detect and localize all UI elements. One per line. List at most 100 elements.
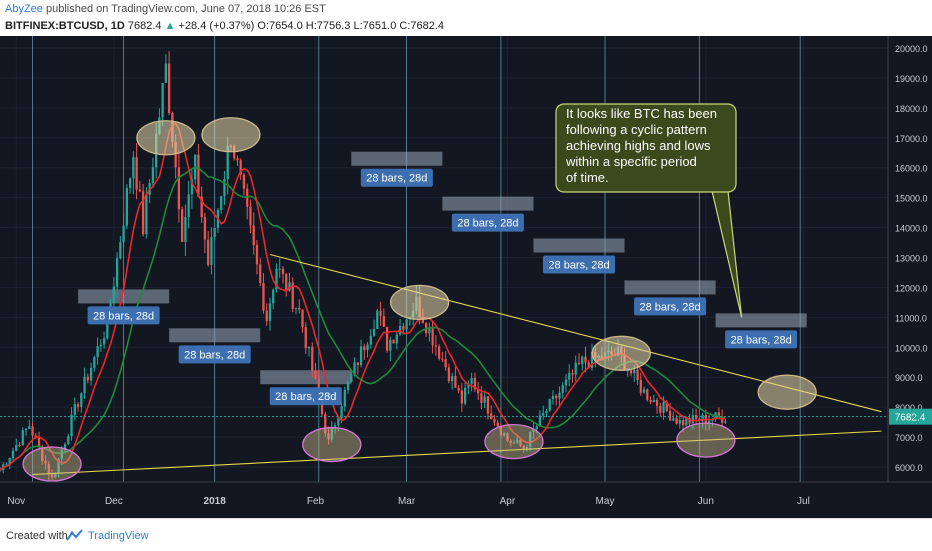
range-box <box>533 238 625 253</box>
callout-text-line: achieving highs and lows <box>566 138 711 153</box>
candle-body <box>659 405 662 413</box>
range-label: 28 bars, 28d <box>366 173 427 185</box>
candle-body <box>106 313 109 339</box>
candle-body <box>675 418 678 424</box>
candle-body <box>304 327 307 349</box>
callout-text: It looks like BTC has been following a cy… <box>565 106 717 185</box>
y-tick-label: 8000.0 <box>895 403 923 413</box>
candle-body <box>529 431 532 447</box>
candle-body <box>584 356 587 363</box>
range-label: 28 bars, 28d <box>639 301 700 313</box>
candle-body <box>509 440 512 444</box>
candle-body <box>470 378 473 384</box>
candle-body <box>464 387 467 404</box>
cycle-high-ellipse <box>757 374 817 410</box>
candle-body <box>512 442 516 444</box>
last-price-tag: 7682.4 <box>889 408 932 425</box>
candle-body <box>60 449 63 459</box>
candle-body <box>636 369 639 380</box>
callout-text-line: of time. <box>566 170 609 185</box>
y-tick-label: 12000.0 <box>895 283 928 293</box>
candle-body <box>99 344 102 347</box>
candle-body <box>405 319 408 330</box>
candle-body <box>561 385 564 393</box>
candle-body <box>668 411 672 421</box>
price-chart[interactable]: 28 bars, 28d 28 bars, 28d 28 bars, 28d 28 b… <box>0 36 932 518</box>
candle-body <box>320 397 324 415</box>
candle-body <box>5 464 8 466</box>
candle-body <box>665 401 668 412</box>
candle-body <box>395 334 398 344</box>
candle-body <box>655 399 659 406</box>
tradingview-logo-icon[interactable] <box>66 528 84 542</box>
candle-body <box>542 413 545 416</box>
candle-body <box>532 429 535 432</box>
candle-body <box>285 274 288 291</box>
price-axis[interactable] <box>888 36 932 482</box>
candle-body <box>340 406 343 419</box>
candle-body <box>37 437 41 447</box>
candle-body <box>50 474 54 478</box>
range-box <box>351 151 443 166</box>
candle-body <box>428 328 431 334</box>
candle-body <box>652 399 655 403</box>
candle-body <box>83 376 86 394</box>
candle-body <box>467 383 470 388</box>
candle-body <box>454 375 457 388</box>
candle-body <box>359 346 363 366</box>
candle-body <box>223 179 226 197</box>
candle-body <box>44 460 47 464</box>
candle-body <box>545 410 548 414</box>
candle-body <box>187 194 190 218</box>
candle-body <box>590 351 594 368</box>
range-label-bg <box>178 345 251 364</box>
candle-body <box>496 422 499 427</box>
up-arrow-icon: ▲ <box>164 20 176 32</box>
candle-body <box>506 433 509 441</box>
candle-body <box>642 389 646 393</box>
range-label: 28 bars, 28d <box>275 391 336 403</box>
candle-body <box>662 401 665 413</box>
candle-body <box>210 236 213 265</box>
annotation-callout: It looks like BTC has been following a cy… <box>555 103 743 318</box>
range-label-bg <box>269 387 342 406</box>
candle-body <box>538 415 542 427</box>
created-with-text: Created with <box>6 530 68 542</box>
candle-body <box>649 399 652 403</box>
candle-body <box>402 325 405 330</box>
candle-body <box>207 239 210 265</box>
candle-body <box>369 335 372 345</box>
tradingview-brand[interactable]: TradingView <box>88 530 149 542</box>
candle-body <box>200 196 203 218</box>
x-tick-label: Mar <box>398 496 416 507</box>
candle-body <box>581 356 584 365</box>
candle-body <box>291 282 294 309</box>
candle-body <box>102 338 106 345</box>
candle-body <box>447 367 451 382</box>
y-tick-label: 6000.0 <box>895 463 923 473</box>
candle-body <box>337 418 340 426</box>
candle-body <box>490 413 493 419</box>
ohlc-line: BITFINEX:BTCUSD, 1D 7682.4 ▲ +28.4 (+0.3… <box>5 20 444 32</box>
low-label: L: <box>353 20 363 32</box>
candle-body <box>421 316 424 324</box>
candle-body <box>226 145 229 180</box>
author-link[interactable]: AbyZee <box>5 3 43 15</box>
y-tick-label: 7000.0 <box>895 433 923 443</box>
range-label: 28 bars, 28d <box>731 334 792 346</box>
close-label: C: <box>399 20 411 32</box>
candle-body <box>145 194 148 235</box>
range-labels: 28 bars, 28d 28 bars, 28d 28 bars, 28d 28 b… <box>87 168 798 406</box>
candle-body <box>389 339 392 351</box>
candle-body <box>346 381 350 390</box>
candle-body <box>551 395 555 400</box>
candle-body <box>548 399 551 411</box>
candle-body <box>34 435 37 438</box>
x-tick-label: May <box>596 496 615 507</box>
range-boxes <box>78 151 807 385</box>
chart-header: AbyZee published on TradingView.com, Jun… <box>0 0 932 36</box>
candle-body <box>28 426 31 429</box>
y-axis-labels: 6000.0 7000.0 8000.0 9000.0 10000.0 11000.0 12… <box>895 44 928 473</box>
range-label: 28 bars, 28d <box>93 310 154 322</box>
candle-body <box>480 393 483 403</box>
